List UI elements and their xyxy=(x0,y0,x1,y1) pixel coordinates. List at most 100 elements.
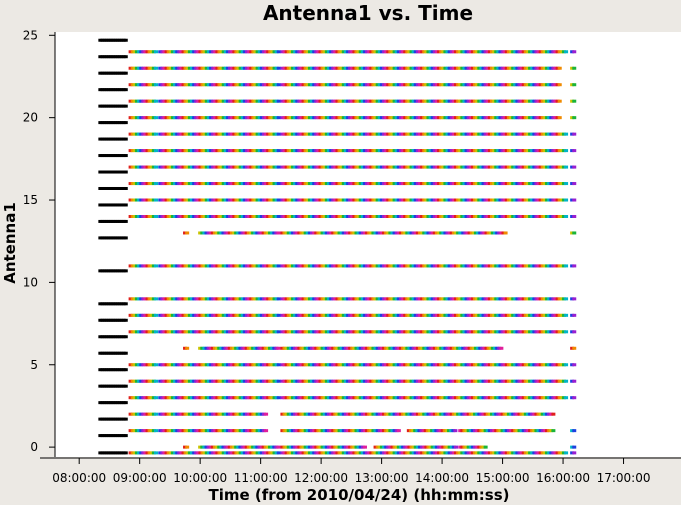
data-point xyxy=(369,231,374,235)
data-point xyxy=(519,429,524,433)
data-point xyxy=(337,297,342,301)
data-point xyxy=(280,132,285,136)
data-point xyxy=(299,99,304,103)
data-point xyxy=(430,396,435,400)
data-point xyxy=(318,198,323,202)
data-point xyxy=(113,219,118,223)
data-point xyxy=(532,182,537,186)
data-point xyxy=(551,214,556,218)
data-point xyxy=(274,116,279,120)
data-point xyxy=(494,83,499,87)
data-point xyxy=(242,297,247,301)
data-point xyxy=(343,363,348,367)
data-point xyxy=(337,412,342,416)
data-point xyxy=(238,412,243,416)
data-point xyxy=(392,116,397,120)
data-point xyxy=(268,363,273,367)
data-point xyxy=(196,313,201,317)
data-point xyxy=(209,297,214,301)
data-point xyxy=(482,346,487,350)
data-point xyxy=(130,182,135,186)
data-point xyxy=(282,116,287,120)
data-point xyxy=(320,83,325,87)
data-point xyxy=(496,264,501,268)
data-point xyxy=(437,132,442,136)
data-point xyxy=(307,313,312,317)
data-point xyxy=(521,182,526,186)
data-point xyxy=(301,330,306,334)
data-point xyxy=(331,149,336,153)
data-point xyxy=(442,429,447,433)
data-point xyxy=(104,154,109,158)
data-point xyxy=(266,116,271,120)
data-point xyxy=(219,132,224,136)
data-point xyxy=(502,396,507,400)
data-point xyxy=(464,445,469,449)
data-point xyxy=(257,214,262,218)
data-point xyxy=(134,451,139,455)
data-point xyxy=(481,429,486,433)
data-point xyxy=(111,269,116,273)
data-point xyxy=(322,165,327,169)
data-point xyxy=(232,346,237,350)
data-point xyxy=(209,99,214,103)
data-point xyxy=(456,165,461,169)
data-point xyxy=(384,396,389,400)
data-point xyxy=(367,214,372,218)
data-point xyxy=(477,149,482,153)
data-point xyxy=(479,83,484,87)
data-point xyxy=(183,116,188,120)
data-point xyxy=(379,264,384,268)
data-point xyxy=(369,116,374,120)
data-point xyxy=(447,363,452,367)
data-point xyxy=(198,165,203,169)
data-point xyxy=(314,214,319,218)
data-point xyxy=(307,66,312,70)
data-point xyxy=(247,66,252,70)
data-point xyxy=(331,412,336,416)
data-point xyxy=(418,330,423,334)
data-point xyxy=(286,99,291,103)
data-point xyxy=(369,396,374,400)
data-point xyxy=(270,132,275,136)
data-point xyxy=(362,182,367,186)
data-point xyxy=(564,149,569,153)
data-point xyxy=(154,451,159,455)
data-point xyxy=(432,412,437,416)
data-point xyxy=(358,264,363,268)
data-point xyxy=(108,170,113,174)
data-point xyxy=(473,451,478,455)
data-point xyxy=(362,363,367,367)
data-point xyxy=(282,396,287,400)
data-point xyxy=(170,132,175,136)
data-point xyxy=(170,83,175,87)
data-point xyxy=(341,297,346,301)
data-point xyxy=(489,198,494,202)
data-point xyxy=(456,379,461,383)
data-point xyxy=(475,264,480,268)
data-point xyxy=(113,335,118,339)
data-point xyxy=(221,214,226,218)
data-point xyxy=(534,66,539,70)
data-point xyxy=(360,99,365,103)
data-point xyxy=(215,198,220,202)
data-point xyxy=(119,170,124,174)
data-point xyxy=(411,116,416,120)
data-point xyxy=(331,264,336,268)
data-point xyxy=(420,451,425,455)
data-point xyxy=(458,165,463,169)
data-point xyxy=(229,231,234,235)
data-point xyxy=(297,264,302,268)
data-point xyxy=(534,396,539,400)
data-point xyxy=(154,83,159,87)
data-point xyxy=(185,429,190,433)
data-point xyxy=(434,149,439,153)
data-point xyxy=(434,346,439,350)
data-point xyxy=(301,149,306,153)
data-point xyxy=(422,451,427,455)
data-point xyxy=(113,203,118,207)
data-point xyxy=(168,379,173,383)
data-point xyxy=(392,264,397,268)
data-point xyxy=(494,99,499,103)
data-point xyxy=(284,396,289,400)
